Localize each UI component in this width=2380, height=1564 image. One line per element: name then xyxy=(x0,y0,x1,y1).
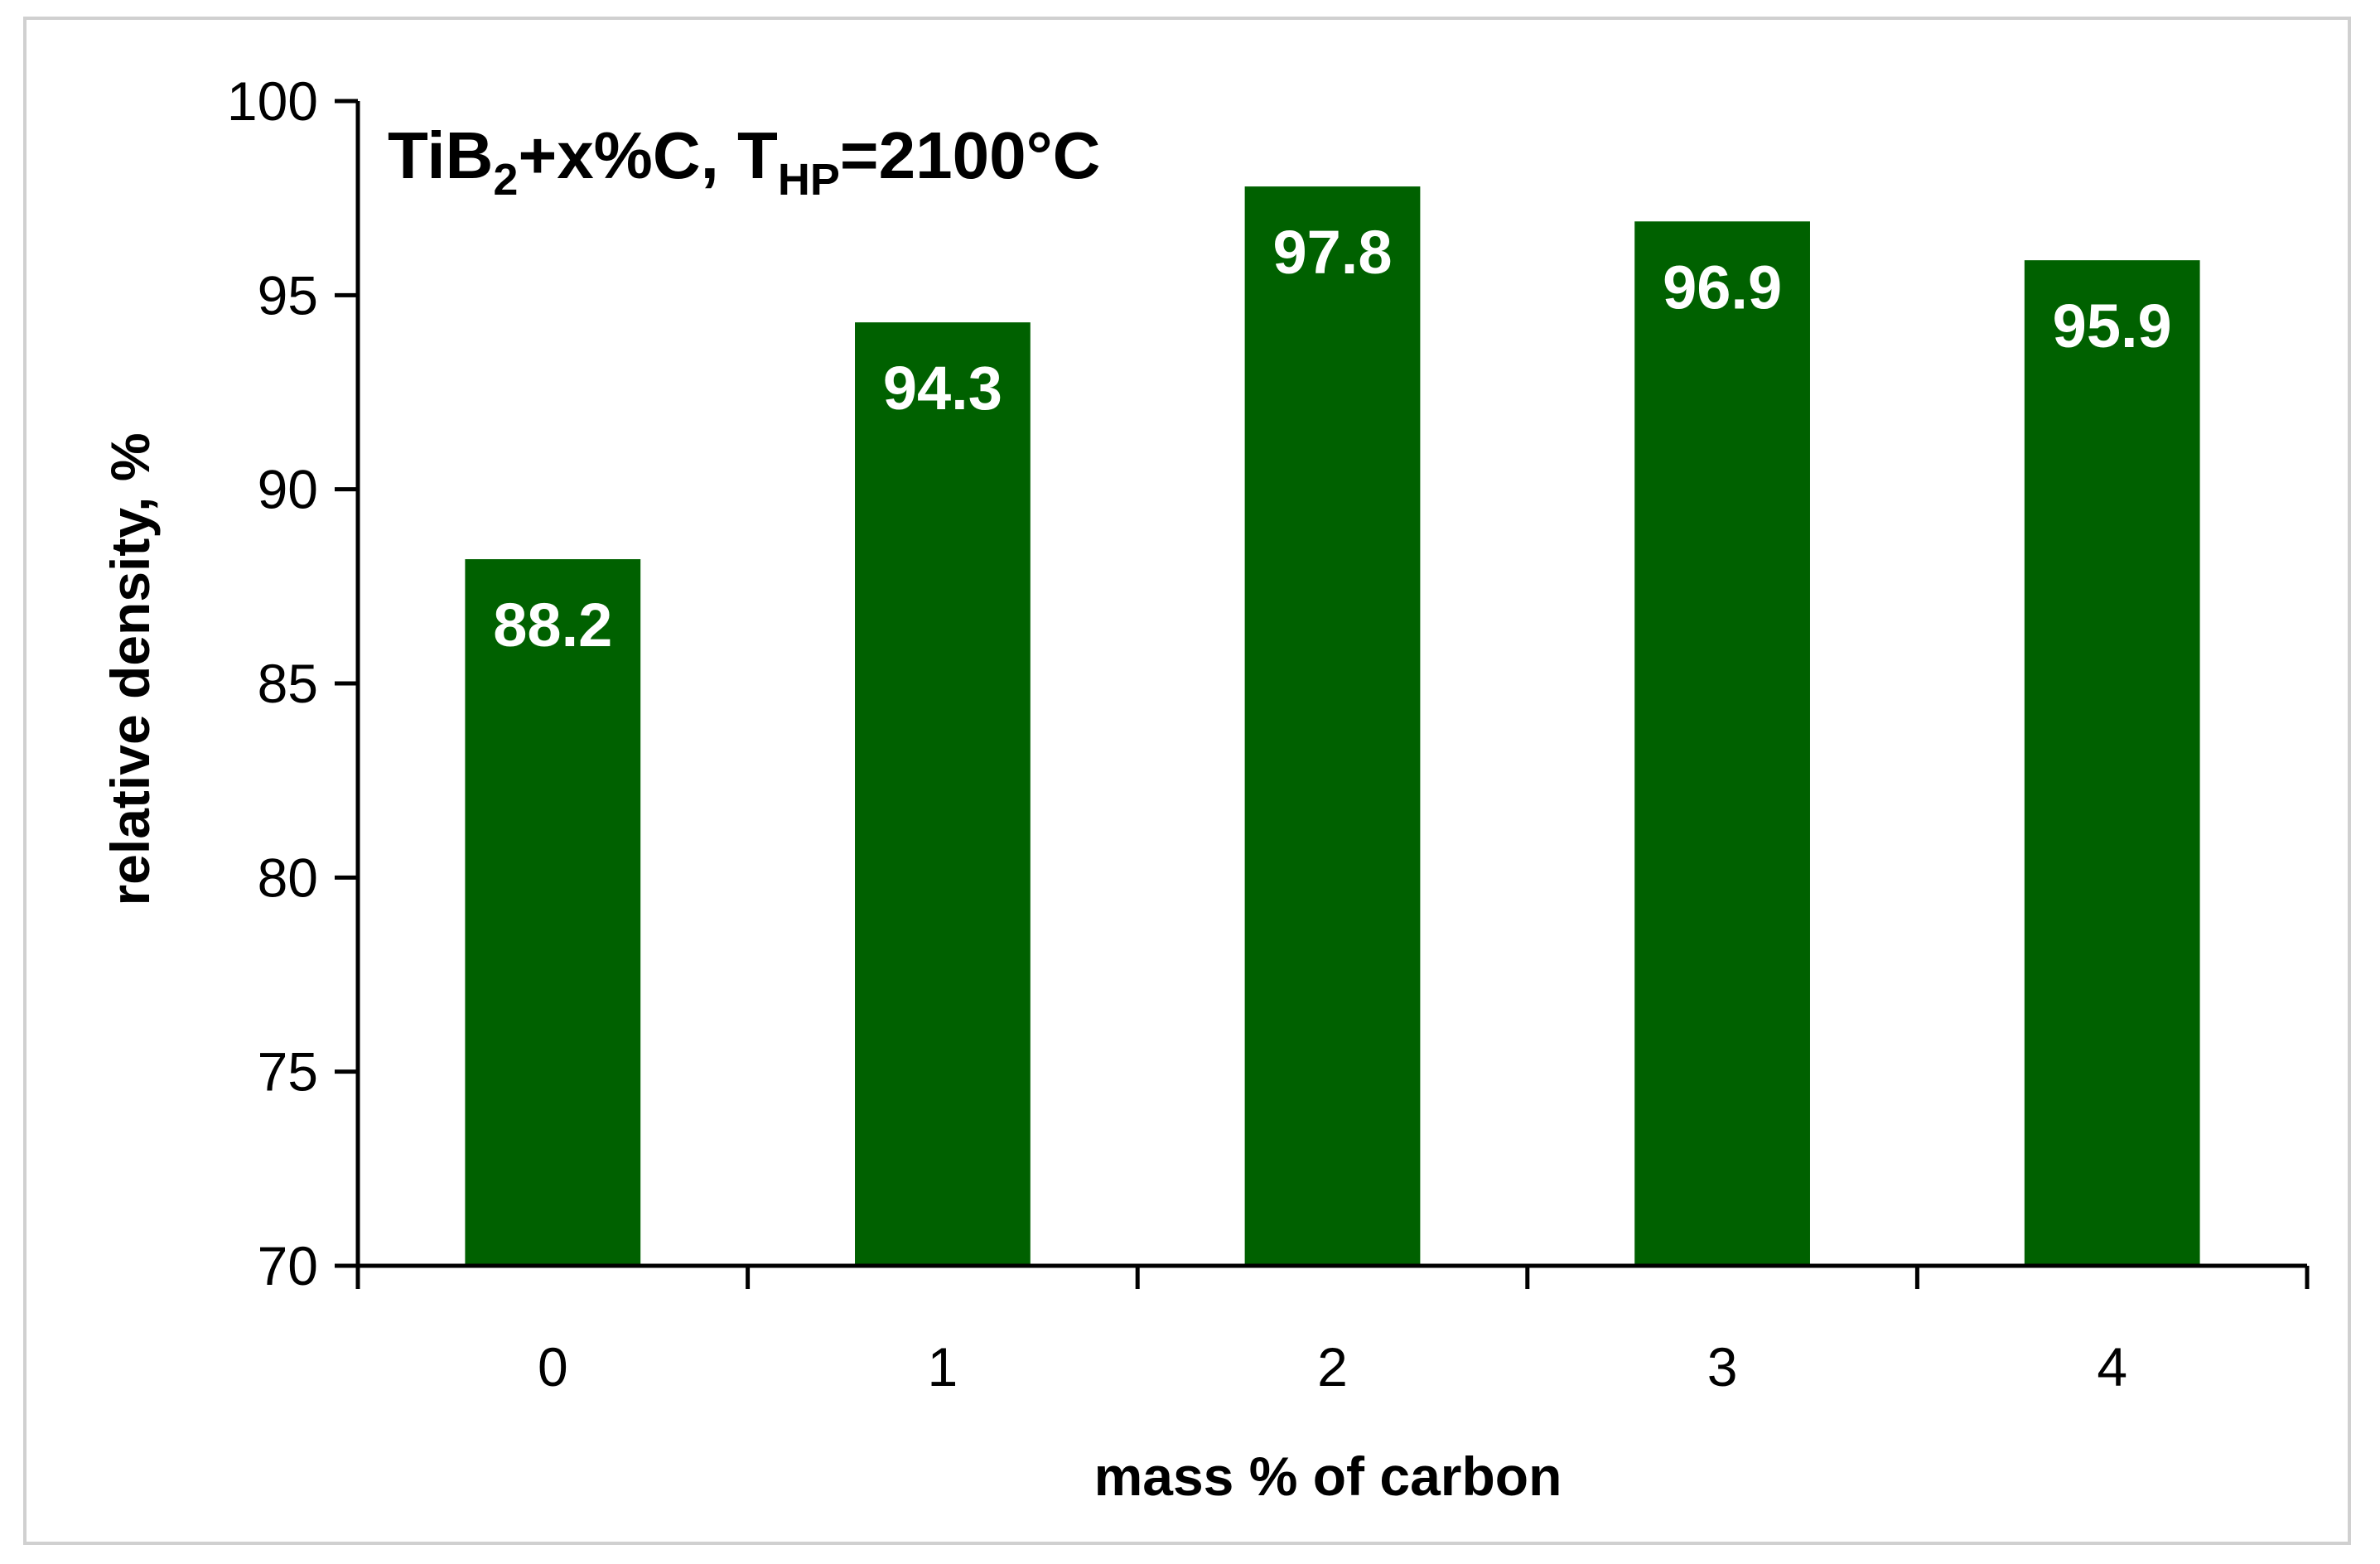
bar-data-label: 88.2 xyxy=(493,591,612,659)
bars-group xyxy=(465,186,2200,1267)
chart-frame xyxy=(23,17,2351,1545)
bar-data-label: 97.8 xyxy=(1272,218,1392,287)
chart-title: TiB2+x%C, THP=2100°C xyxy=(388,118,1100,205)
bar-labels-group: 88.2 94.3 97.8 96.9 95.9 xyxy=(493,218,2171,659)
bar-data-label: 95.9 xyxy=(2053,292,2172,360)
x-tick-label: 3 xyxy=(1707,1336,1738,1397)
bar xyxy=(1634,221,1810,1267)
y-axis-title: relative density, % xyxy=(99,432,161,905)
bar xyxy=(465,559,641,1266)
bar xyxy=(855,322,1031,1266)
y-tick-label: 100 xyxy=(227,70,318,132)
bar xyxy=(1244,186,1421,1266)
bar xyxy=(2024,260,2200,1266)
y-tick-label: 80 xyxy=(258,847,318,908)
x-tick-label: 4 xyxy=(2097,1336,2127,1397)
y-ticks-group: 70 75 80 85 90 95 100 xyxy=(227,70,358,1296)
x-ticks-group: 0 1 2 3 4 xyxy=(355,1266,2310,1397)
y-tick-label: 90 xyxy=(258,459,318,520)
bar-data-label: 96.9 xyxy=(1663,253,1782,321)
y-tick-label: 75 xyxy=(258,1041,318,1103)
y-tick-label: 85 xyxy=(258,653,318,714)
x-tick-label: 2 xyxy=(1317,1336,1348,1397)
x-tick-label: 0 xyxy=(538,1336,568,1397)
y-tick-label: 95 xyxy=(258,264,318,326)
x-tick-label: 1 xyxy=(928,1336,958,1397)
y-tick-label: 70 xyxy=(258,1235,318,1296)
bar-data-label: 94.3 xyxy=(883,354,1002,422)
x-axis-title: mass % of carbon xyxy=(1094,1446,1562,1507)
